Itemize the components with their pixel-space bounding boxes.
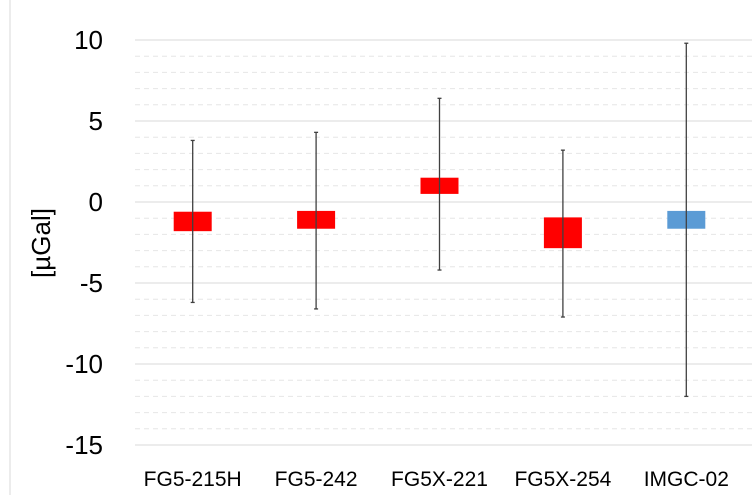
y-tick-label: 10 — [74, 25, 103, 55]
y-tick-label: 5 — [89, 106, 103, 136]
category-labels: FG5-215H FG5-242 FG5X-221 FG5X-254 IMGC-02 — [144, 468, 729, 491]
error-bars — [190, 42, 689, 398]
x-category-label: IMGC-02 — [644, 468, 729, 491]
gridlines — [135, 39, 752, 446]
x-category-label: FG5-242 — [275, 468, 358, 491]
x-category-label: FG5X-221 — [391, 468, 488, 491]
y-tick-label: -5 — [80, 268, 103, 298]
y-tick-label: -15 — [65, 430, 103, 460]
y-tick-label: -10 — [65, 349, 103, 379]
x-category-label: FG5X-254 — [514, 468, 611, 491]
y-axis-title: [µGal] — [26, 208, 56, 278]
y-tick-labels: 10 5 0 -5 -10 -15 — [65, 25, 103, 460]
y-tick-label: 0 — [89, 187, 103, 217]
x-category-label: FG5-215H — [144, 468, 242, 491]
